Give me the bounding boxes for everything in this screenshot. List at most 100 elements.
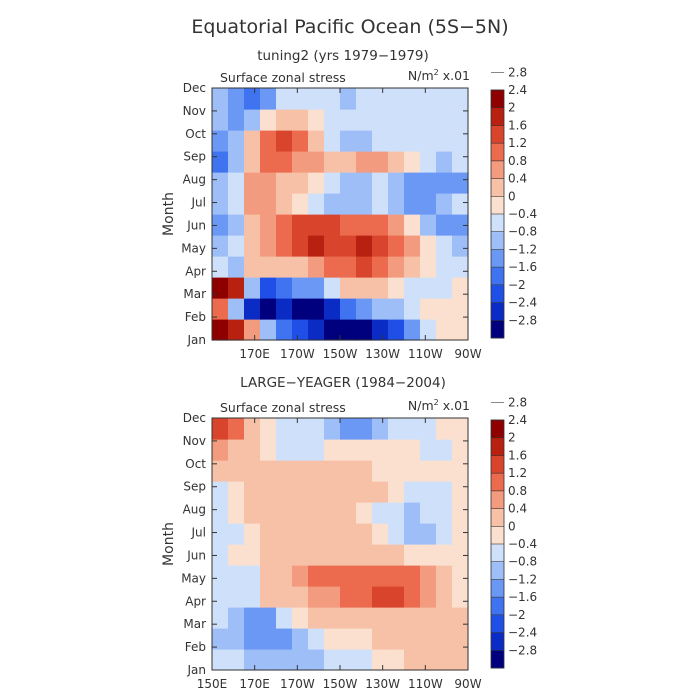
heatmap-cell xyxy=(356,418,373,440)
colorbar-swatch xyxy=(491,90,504,109)
heatmap-cell xyxy=(292,319,309,341)
heatmap-cell xyxy=(276,502,293,524)
heatmap-cell xyxy=(308,607,325,629)
colorbar-swatch xyxy=(491,125,504,144)
colorbar-swatch xyxy=(491,455,504,474)
heatmap-cell xyxy=(228,319,245,341)
heatmap-cell xyxy=(324,151,341,173)
colorbar-tick-label: 2 xyxy=(508,101,516,115)
heatmap-cell xyxy=(420,481,437,503)
heatmap-cell xyxy=(260,88,277,110)
heatmap-cell xyxy=(388,586,405,608)
colorbar-swatch xyxy=(491,320,504,339)
heatmap-cell xyxy=(212,502,229,524)
panel-subtitle: Surface zonal stress xyxy=(220,70,346,85)
colorbar-swatch xyxy=(491,490,504,509)
colorbar-swatch xyxy=(491,473,504,492)
y-tick-label: Mar xyxy=(183,287,206,301)
units-label: N/m2 x.01 xyxy=(408,68,470,83)
heatmap-cell xyxy=(420,523,437,545)
heatmap-cell xyxy=(228,649,245,671)
heatmap-cell xyxy=(372,607,389,629)
colorbar-tick-label: −0.4 xyxy=(508,207,537,221)
heatmap-cell xyxy=(228,607,245,629)
heatmap-cell xyxy=(212,544,229,566)
heatmap-cell xyxy=(388,151,405,173)
heatmap-cell xyxy=(356,502,373,524)
y-tick-label: Sep xyxy=(183,480,206,494)
y-tick-label: Mar xyxy=(183,617,206,631)
heatmap-cell xyxy=(420,172,437,194)
heatmap-cell xyxy=(436,502,453,524)
heatmap-cell xyxy=(372,628,389,650)
colorbar-tick-label: 2.4 xyxy=(508,413,527,427)
heatmap-cell xyxy=(292,172,309,194)
heatmap-cell xyxy=(260,130,277,152)
heatmap-cell xyxy=(308,523,325,545)
heatmap-cell xyxy=(260,481,277,503)
heatmap-cell xyxy=(356,214,373,236)
heatmap-cell xyxy=(356,439,373,461)
heatmap-cell xyxy=(372,130,389,152)
heatmap-cell xyxy=(404,277,421,299)
colorbar: −2.8 −2.4 −2 −1.6 −1.2 −0.8 −0.4 0 0.4 0.8 1.2 1.6 2… xyxy=(490,65,537,339)
heatmap-cell xyxy=(324,607,341,629)
heatmap-cell xyxy=(276,460,293,482)
heatmap-cell xyxy=(388,418,405,440)
heatmap-cell xyxy=(388,628,405,650)
heatmap-cell xyxy=(404,460,421,482)
heatmap-cell xyxy=(436,214,453,236)
heatmap-cell xyxy=(292,151,309,173)
heatmap-cell xyxy=(372,256,389,278)
heatmap-cell xyxy=(228,418,245,440)
heatmap-cell xyxy=(292,460,309,482)
heatmap-cell xyxy=(228,502,245,524)
heatmap-cell xyxy=(452,130,469,152)
heatmap-cell xyxy=(420,109,437,131)
heatmap-cell xyxy=(276,481,293,503)
colorbar-swatch xyxy=(491,650,504,669)
heatmap-cell xyxy=(388,277,405,299)
heatmap-cell xyxy=(340,172,357,194)
heatmap-cell xyxy=(260,439,277,461)
heatmap-cell xyxy=(308,88,325,110)
heatmap-cells xyxy=(212,88,469,341)
x-tick-label: 130W xyxy=(365,677,400,691)
heatmap-cell xyxy=(212,277,229,299)
colorbar-tick-label: −2 xyxy=(508,608,526,622)
heatmap-cell xyxy=(356,235,373,257)
heatmap-cell xyxy=(404,319,421,341)
heatmap-cell xyxy=(436,130,453,152)
heatmap-cell xyxy=(420,256,437,278)
colorbar-swatch xyxy=(491,526,504,545)
heatmap-cell xyxy=(436,172,453,194)
heatmap-cell xyxy=(372,319,389,341)
heatmap-cell xyxy=(356,151,373,173)
heatmap-cell xyxy=(292,109,309,131)
colorbar-swatch xyxy=(491,302,504,321)
heatmap-cell xyxy=(404,418,421,440)
x-tick-label: 170E xyxy=(239,677,270,691)
colorbar-tick-label: 0.8 xyxy=(508,484,527,498)
heatmap-cell xyxy=(308,460,325,482)
heatmap-cell xyxy=(340,193,357,215)
heatmap-cell xyxy=(420,88,437,110)
x-tick-label: 150E xyxy=(197,677,228,691)
heatmap-cell xyxy=(276,319,293,341)
heatmap-cell xyxy=(212,319,229,341)
heatmap-cell xyxy=(420,502,437,524)
heatmap-cell xyxy=(324,460,341,482)
heatmap-cell xyxy=(372,649,389,671)
colorbar-swatch xyxy=(491,614,504,633)
colorbar-tick-label: −2.4 xyxy=(508,626,537,640)
heatmap-cell xyxy=(276,235,293,257)
colorbar-swatch xyxy=(491,143,504,162)
colorbar-tick-label: 1.2 xyxy=(508,136,527,150)
heatmap-cell xyxy=(388,523,405,545)
heatmap-cell xyxy=(372,214,389,236)
heatmap-cell xyxy=(292,88,309,110)
heatmap-cell xyxy=(452,319,469,341)
heatmap-cell xyxy=(276,151,293,173)
heatmap-cell xyxy=(260,151,277,173)
heatmap-cell xyxy=(436,277,453,299)
